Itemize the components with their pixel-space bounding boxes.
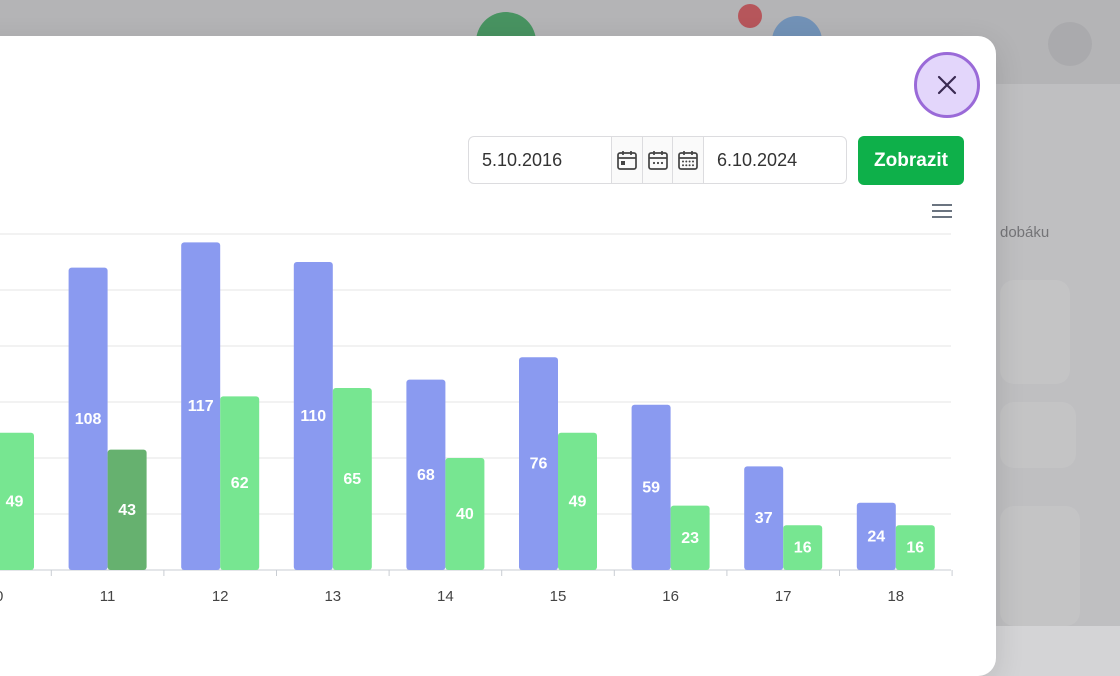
bar (670, 505, 710, 570)
x-tick-label: 11 (100, 588, 116, 605)
bar (558, 432, 597, 570)
calendar-month-icon (678, 151, 699, 170)
bar-chart: 10 11 12 13 14 15 16 17 18 108 117 110 68 76 59 37 24 49 4… (0, 233, 953, 605)
background-card (1000, 402, 1076, 468)
bar (220, 396, 260, 570)
show-button[interactable]: Zobrazit (858, 136, 964, 185)
background-card (1000, 506, 1080, 626)
bar-data-label: 43 (118, 502, 136, 519)
x-tick-label: 17 (775, 588, 792, 605)
bar-data-label: 117 (188, 398, 214, 415)
x-tick-label: 16 (662, 588, 679, 605)
calendar-range-icon (647, 151, 668, 170)
x-tick-label: 10 (0, 588, 3, 605)
background-notification-badge (738, 4, 762, 28)
bar (631, 404, 671, 570)
bar (332, 388, 372, 570)
x-tick-label: 18 (887, 588, 904, 605)
chart-menu-button[interactable] (930, 201, 954, 221)
background-card (1000, 280, 1070, 384)
calendar-range-button[interactable] (641, 137, 673, 183)
bar-data-label: 62 (231, 475, 249, 492)
x-tick-label: 12 (212, 588, 229, 605)
close-icon (937, 75, 957, 95)
bar-data-label: 65 (343, 471, 361, 488)
date-range-picker (468, 136, 847, 184)
chart-plot-area: 10 11 12 13 14 15 16 17 18 108 117 110 68 76 59 37 24 49 4… (0, 233, 953, 605)
calendar-month-button[interactable] (672, 137, 705, 183)
calendar-day-icon (616, 151, 637, 170)
bar-data-label: 76 (530, 456, 548, 473)
bar-data-label: 49 (6, 493, 24, 510)
bar-data-label: 108 (75, 411, 102, 428)
bar-data-label: 16 (794, 540, 812, 557)
bar-data-label: 37 (755, 510, 773, 527)
bar-data-label: 40 (456, 506, 474, 523)
bar (68, 267, 108, 570)
bar (783, 525, 823, 570)
bar (181, 242, 221, 570)
date-from-field[interactable] (469, 137, 611, 183)
bar-data-label: 59 (642, 479, 660, 496)
bar (445, 458, 485, 570)
bar (293, 262, 333, 570)
calendar-day-button[interactable] (611, 137, 642, 183)
bar-data-label: 49 (569, 493, 587, 510)
bar (0, 432, 34, 570)
bar (744, 466, 784, 570)
bar (895, 525, 935, 570)
x-tick-label: 13 (324, 588, 341, 605)
x-tick-label: 14 (437, 588, 454, 605)
bar-data-label: 16 (906, 540, 924, 557)
bar (856, 502, 896, 570)
bar-data-label: 110 (300, 408, 326, 425)
bar-data-label: 24 (867, 528, 885, 545)
bar-data-label: 23 (681, 530, 699, 547)
x-tick-label: 15 (550, 588, 567, 605)
background-side-text: dobáku (1000, 224, 1050, 241)
date-to-field[interactable] (704, 137, 847, 183)
bar (406, 379, 446, 570)
bar-data-label: 68 (417, 467, 435, 484)
bar (519, 357, 558, 570)
background-theme-toggle (1048, 22, 1092, 66)
bar (107, 449, 147, 570)
close-button[interactable] (914, 52, 980, 118)
hamburger-menu-icon (932, 204, 952, 218)
